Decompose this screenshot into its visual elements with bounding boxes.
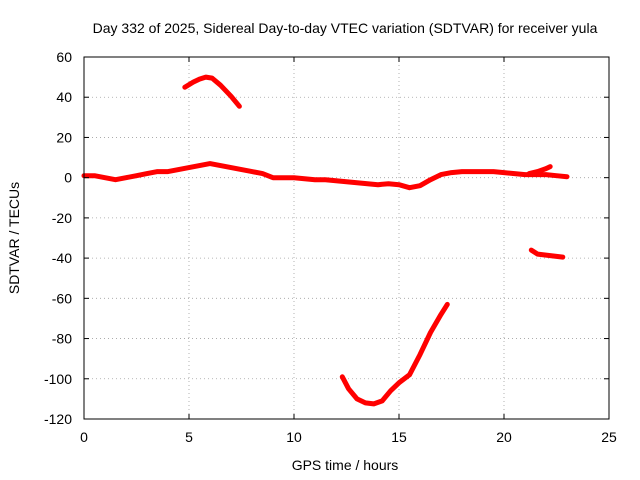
x-tick-label: 25 — [601, 429, 617, 445]
series-line-trough — [339, 301, 450, 407]
plot-frame — [83, 56, 610, 420]
y-tick-label: -40 — [52, 250, 72, 266]
y-tick-label: 20 — [56, 129, 72, 145]
series-line-peak — [182, 74, 242, 109]
y-axis-label: SDTVAR / TECUs — [6, 182, 22, 294]
y-tick-label: -100 — [44, 371, 72, 387]
x-tick-label: 20 — [496, 429, 512, 445]
series-line-late — [528, 247, 566, 260]
x-tick-label: 5 — [185, 429, 193, 445]
y-tick-label: -120 — [44, 411, 72, 427]
chart-title: Day 332 of 2025, Sidereal Day-to-day VTE… — [93, 20, 598, 36]
y-tick-label: -80 — [52, 331, 72, 347]
tick-marks — [83, 56, 610, 420]
y-tick-label: 60 — [56, 49, 72, 65]
y-tick-label: 40 — [56, 89, 72, 105]
x-tick-label: 15 — [391, 429, 407, 445]
x-tick-label: 10 — [286, 429, 302, 445]
x-tick-label: 0 — [80, 429, 88, 445]
series-layer — [81, 74, 570, 407]
series-line-spike — [526, 164, 553, 177]
y-tick-labels: 60 40 20 0 -20 -40 -60 -80 -100 -120 — [44, 49, 72, 427]
x-axis-label: GPS time / hours — [292, 457, 399, 473]
y-tick-label: -20 — [52, 210, 72, 226]
y-tick-label: -60 — [52, 290, 72, 306]
grid-lines — [84, 57, 609, 419]
y-tick-label: 0 — [64, 170, 72, 186]
series-line-main — [81, 161, 570, 191]
x-tick-labels: 0 5 10 15 20 25 — [80, 429, 617, 445]
